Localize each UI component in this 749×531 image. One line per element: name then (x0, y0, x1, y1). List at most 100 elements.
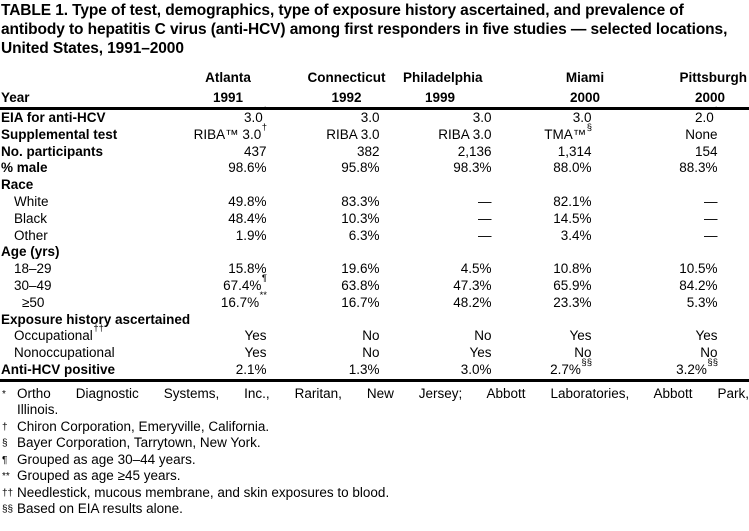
cell: 67.4%¶ (223, 272, 267, 293)
cell: 14.5% (553, 210, 592, 226)
row-label: No. participants (1, 143, 104, 159)
cell: — (478, 193, 492, 209)
cell: 95.8% (341, 160, 380, 176)
section-label: Age (yrs) (1, 244, 60, 260)
footnote-double-section: §§ Based on EIA results alone. (0, 501, 749, 518)
table-section-exposure: Exposure history ascertained (0, 312, 749, 329)
footnote-marker: ** (2, 471, 10, 483)
cell: 10.5% (679, 261, 718, 277)
table-body: EIA for anti-HCV 3.0* 3.0 3.0 3.0 2.0* S… (0, 105, 749, 381)
column-header-miami: Miami (565, 70, 605, 85)
cell: 49.8% (228, 193, 267, 209)
footnote-marker: ¶ (2, 454, 8, 466)
row-label: Other (14, 227, 48, 243)
cell: 1,314 (557, 143, 592, 159)
footnote-section: § Bayer Corporation, Tarrytown, New York… (0, 435, 749, 452)
cell: 10.3% (341, 210, 380, 226)
cell: 3.0% (460, 361, 492, 377)
footnote-pilcrow: ¶ Grouped as age 30–44 years. (0, 452, 749, 469)
row-label: Black (14, 210, 48, 226)
year-philadelphia: 1999 (424, 90, 456, 105)
cell: 3.0 (472, 110, 492, 125)
row-label: 30–49 (14, 277, 52, 293)
cell: — (704, 193, 718, 209)
cell (515, 244, 615, 261)
footnote-text: Bayer Corporation, Tarrytown, New York. (17, 435, 261, 451)
table-section-race: Race (0, 177, 749, 194)
table-row-nonoccupational: Nonoccupational Yes No Yes No No (0, 345, 749, 362)
table-row-age-18-29: 18–29 15.8% 19.6% 4.5% 10.8% 10.5% (0, 261, 749, 278)
footnote-marker: † (2, 421, 8, 433)
cell (403, 244, 515, 261)
cell: 16.7% (341, 294, 380, 310)
section-label: Race (1, 177, 34, 193)
row-label: EIA for anti-HCV (1, 110, 106, 125)
year-atlanta: 1991 (212, 90, 244, 105)
cell: TMA™§ (544, 121, 592, 142)
cell: 1.3% (348, 361, 380, 377)
footnote-text: Chiron Corporation, Emeryville, Californ… (17, 418, 270, 434)
cell (290, 244, 403, 261)
cell: 2.0* (695, 105, 718, 125)
cell: No (574, 345, 592, 361)
cell: 83.3% (341, 193, 380, 209)
cell: RIBA 3.0 (438, 126, 492, 142)
year-pittsburgh: 2000 (694, 90, 725, 105)
cell (615, 177, 749, 194)
footnote-text: Illinois. (17, 402, 59, 418)
row-label: Anti-HCV positive (1, 361, 116, 377)
cell: 2.7%§§ (550, 356, 592, 377)
cell: 2.1% (235, 361, 267, 377)
cell (290, 177, 403, 194)
cell: 16.7%** (220, 289, 267, 310)
row-label: 18–29 (14, 261, 52, 277)
table-row-age-50-plus: ≥50 16.7%** 16.7% 48.2% 23.3% 5.3% (0, 289, 749, 312)
cell: No (700, 345, 718, 361)
footnote-text: Needlestick, mucous membrane, and skin e… (17, 484, 390, 500)
cell: RIBA™ 3.0† (193, 121, 267, 142)
footnote-marker: §§ (2, 504, 14, 516)
table-row-eia: EIA for anti-HCV 3.0* 3.0 3.0 3.0 2.0* (0, 105, 749, 127)
year-connecticut: 1992 (331, 90, 362, 105)
table-row-occupational: Occupational†† Yes No No Yes Yes (0, 324, 749, 345)
table-title: TABLE 1. Type of test, demographics, typ… (1, 2, 728, 57)
table-row-pct-male: % male 98.6% 95.8% 98.3% 88.0% 88.3% (0, 160, 749, 177)
cell: — (704, 227, 718, 243)
cell: 382 (356, 143, 380, 159)
table-row-black: Black 48.4% 10.3% — 14.5% — (0, 211, 749, 228)
cell: 47.3% (453, 277, 492, 293)
footnote-double-dagger: †† Needlestick, mucous membrane, and ski… (0, 485, 749, 502)
table-row-anti-hcv-positive: Anti-HCV positive 2.1% 1.3% 3.0% 2.7%§§ … (0, 356, 749, 380)
year-miami: 2000 (569, 90, 601, 105)
cell: 88.0% (553, 160, 592, 176)
footnote-double-asterisk: ** Grouped as age ≥45 years. (0, 468, 749, 485)
cell: Yes (244, 328, 267, 344)
footnote-text: Based on EIA results alone. (17, 501, 183, 517)
cell: 437 (243, 143, 267, 159)
cell: 1.9% (235, 227, 267, 243)
cell: 3.0 (572, 110, 592, 125)
section-label: Exposure history ascertained (1, 311, 191, 327)
cell: 63.8% (341, 277, 380, 293)
table-row-supplemental-test: Supplemental test RIBA™ 3.0† RIBA 3.0 RI… (0, 121, 749, 144)
cell: 98.6% (228, 160, 267, 176)
cell: — (478, 210, 492, 226)
year-header-row: Year 1991 1992 1999 2000 2000 (0, 85, 749, 109)
cell: Yes (244, 345, 267, 361)
row-label: Supplemental test (1, 126, 118, 142)
footnote-text: Grouped as age ≥45 years. (17, 468, 181, 484)
table-section-age: Age (yrs) (0, 244, 749, 261)
cell: 3.0* (244, 105, 267, 125)
cell: 10.8% (553, 261, 592, 277)
row-label: ≥50 (22, 294, 45, 310)
cell: 98.3% (453, 160, 492, 176)
column-header-philadelphia: Philadelphia (403, 70, 483, 85)
data-table: Atlanta Connecticut Philadelphia Miami P… (0, 62, 749, 382)
footnote-dagger: † Chiron Corporation, Emeryville, Califo… (0, 419, 749, 436)
row-label: White (14, 193, 49, 209)
table-row-other: Other 1.9% 6.3% — 3.4% — (0, 228, 749, 245)
footnote-marker: †† (2, 487, 14, 499)
footnote-text: Ortho Diagnostic Systems, Inc., Raritan,… (17, 385, 749, 401)
cell: 154 (694, 143, 718, 159)
column-header-connecticut: Connecticut (307, 70, 386, 85)
